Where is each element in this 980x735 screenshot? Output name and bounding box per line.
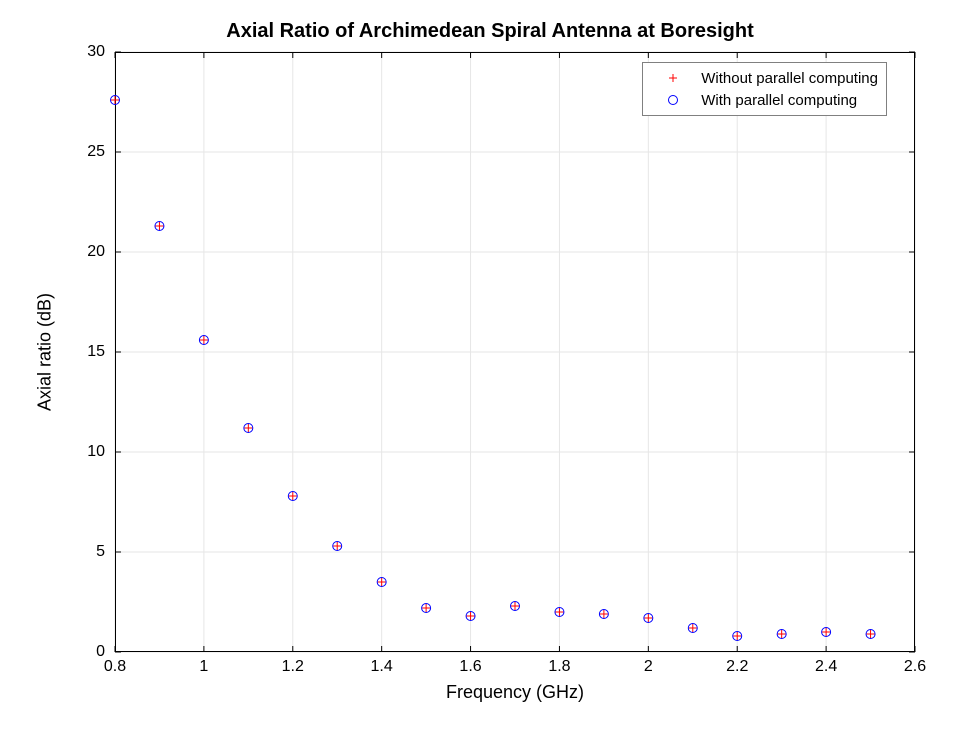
x-tick-label: 1: [199, 658, 208, 676]
x-tick-label: 2.2: [726, 658, 748, 676]
y-tick-label: 0: [96, 643, 105, 661]
plot-svg: [115, 52, 915, 652]
y-tick-label: 15: [87, 343, 105, 361]
y-tick-label: 10: [87, 443, 105, 461]
x-tick-label: 2: [644, 658, 653, 676]
y-axis-label: Axial ratio (dB): [35, 293, 56, 411]
legend-item: Without parallel computing: [651, 67, 878, 89]
y-tick-label: 20: [87, 243, 105, 261]
y-tick-label: 30: [87, 43, 105, 61]
x-tick-label: 2.6: [904, 658, 926, 676]
y-tick-label: 25: [87, 143, 105, 161]
x-tick-label: 1.6: [459, 658, 481, 676]
legend-item-label: Without parallel computing: [695, 70, 878, 87]
plus-icon: [651, 69, 695, 87]
legend-item-label: With parallel computing: [695, 92, 857, 109]
series-circle: [111, 96, 876, 641]
legend: Without parallel computing With parallel …: [642, 62, 887, 116]
x-tick-label: 2.4: [815, 658, 837, 676]
series-plus: [111, 96, 875, 640]
chart-title: Axial Ratio of Archimedean Spiral Antenn…: [0, 20, 980, 43]
x-tick-label: 1.8: [548, 658, 570, 676]
x-axis-label: Frequency (GHz): [446, 682, 584, 703]
x-tick-label: 1.2: [282, 658, 304, 676]
chart-figure: Axial Ratio of Archimedean Spiral Antenn…: [0, 0, 980, 735]
x-tick-label: 1.4: [371, 658, 393, 676]
circle-icon: [651, 91, 695, 109]
plot-area: [115, 52, 915, 652]
legend-item: With parallel computing: [651, 89, 878, 111]
y-tick-label: 5: [96, 543, 105, 561]
x-tick-label: 0.8: [104, 658, 126, 676]
